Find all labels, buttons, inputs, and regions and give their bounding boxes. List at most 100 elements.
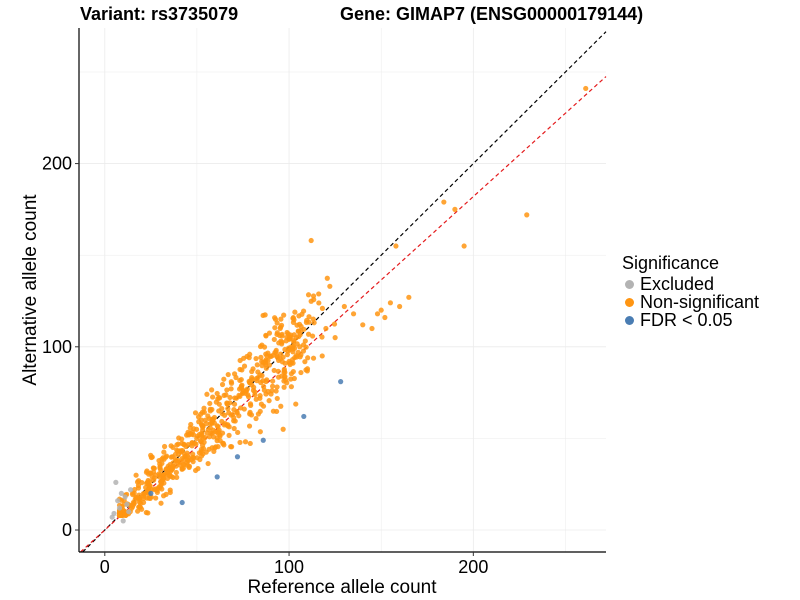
legend-item-fdr: FDR < 0.05	[622, 310, 759, 330]
data-point-non-significant	[184, 462, 191, 468]
data-point-non-significant	[168, 474, 175, 480]
data-point-non-significant	[178, 448, 184, 454]
x-axis-label: Reference allele count	[247, 577, 437, 598]
data-point-non-significant	[306, 319, 312, 325]
legend: Significance Excluded Non-significant FD…	[622, 253, 759, 330]
data-point-non-significant	[300, 308, 307, 314]
data-point-non-significant	[293, 401, 299, 407]
data-point-non-significant	[269, 383, 276, 389]
grid-lines	[79, 28, 606, 552]
data-point-non-significant	[225, 371, 231, 378]
data-point-non-significant	[158, 479, 164, 485]
data-point-non-significant	[284, 329, 290, 336]
data-point-non-significant	[327, 283, 333, 289]
data-point-non-significant	[278, 324, 284, 330]
data-point-non-significant	[332, 335, 338, 341]
data-point-non-significant	[305, 355, 311, 361]
data-point-non-significant	[280, 426, 286, 432]
data-point-non-significant	[241, 363, 248, 369]
data-point-non-significant	[294, 341, 300, 347]
data-point-non-significant	[198, 430, 205, 436]
legend-dot-excluded	[625, 279, 634, 289]
data-point-non-significant	[263, 333, 269, 339]
data-point-non-significant	[194, 435, 200, 442]
data-point-non-significant	[231, 415, 237, 421]
data-point-non-significant	[278, 316, 284, 322]
data-point-non-significant	[262, 358, 268, 365]
data-point-non-significant	[150, 465, 156, 471]
data-point-non-significant	[274, 395, 280, 402]
data-point-non-significant	[214, 438, 220, 444]
data-point-non-significant	[284, 380, 290, 386]
data-point-excluded	[113, 479, 119, 485]
data-point-non-significant	[296, 313, 302, 319]
data-point-non-significant	[175, 451, 182, 458]
data-point-non-significant	[257, 429, 263, 435]
data-point-non-significant	[249, 374, 255, 381]
data-point-fdr	[234, 454, 241, 460]
data-point-non-significant	[227, 394, 233, 401]
data-point-non-significant	[281, 312, 287, 318]
data-point-non-significant	[194, 426, 200, 432]
data-point-non-significant	[278, 338, 284, 344]
data-point-non-significant	[452, 206, 458, 212]
data-point-non-significant	[174, 474, 180, 480]
data-point-non-significant	[233, 395, 240, 401]
data-point-non-significant	[228, 386, 234, 392]
data-point-excluded	[120, 518, 126, 524]
data-point-non-significant	[179, 465, 185, 472]
data-point-non-significant	[268, 391, 274, 397]
data-point-non-significant	[151, 486, 157, 493]
data-point-non-significant	[236, 386, 243, 392]
data-point-non-significant	[323, 325, 329, 332]
data-point-non-significant	[272, 315, 278, 321]
data-point-non-significant	[226, 432, 232, 438]
legend-title: Significance	[622, 253, 720, 273]
data-point-non-significant	[324, 275, 330, 281]
data-point-non-significant	[206, 434, 213, 440]
data-point-non-significant	[290, 369, 296, 375]
data-point-non-significant	[145, 510, 151, 516]
data-point-non-significant	[148, 454, 155, 461]
data-point-non-significant	[242, 439, 249, 445]
data-point-non-significant	[397, 303, 403, 310]
data-point-non-significant	[231, 401, 238, 407]
legend-item-excluded: Excluded	[622, 274, 759, 294]
data-point-non-significant	[286, 358, 292, 365]
legend-dot-fdr	[625, 315, 634, 325]
data-point-non-significant	[207, 408, 213, 414]
data-point-fdr	[214, 474, 220, 480]
data-point-fdr	[338, 379, 344, 385]
data-point-non-significant	[319, 334, 325, 340]
data-point-non-significant	[175, 441, 181, 447]
data-point-non-significant	[296, 333, 302, 340]
data-point-non-significant	[221, 392, 227, 398]
data-point-non-significant	[258, 354, 264, 360]
data-point-excluded	[127, 487, 134, 493]
data-point-non-significant	[174, 447, 180, 453]
data-point-non-significant	[275, 368, 281, 374]
data-point-non-significant	[306, 314, 312, 320]
data-point-non-significant	[197, 456, 203, 463]
data-point-non-significant	[205, 427, 211, 433]
data-point-non-significant	[280, 354, 286, 360]
data-point-non-significant	[176, 435, 182, 441]
data-point-non-significant	[217, 433, 223, 439]
data-point-non-significant	[244, 353, 250, 360]
data-point-non-significant	[341, 303, 347, 310]
data-point-non-significant	[228, 443, 234, 450]
data-point-non-significant	[217, 395, 223, 401]
data-point-non-significant	[192, 410, 199, 416]
data-point-non-significant	[136, 504, 143, 510]
data-point-excluded	[116, 505, 123, 511]
data-point-non-significant	[237, 439, 243, 446]
data-point-non-significant	[204, 391, 210, 397]
data-point-fdr	[260, 437, 266, 443]
data-point-non-significant	[309, 333, 316, 339]
data-point-non-significant	[170, 444, 176, 450]
data-point-non-significant	[270, 378, 276, 384]
data-point-non-significant	[205, 460, 211, 467]
data-point-non-significant	[406, 294, 412, 300]
data-point-non-significant	[246, 423, 253, 429]
data-point-non-significant	[210, 394, 216, 400]
